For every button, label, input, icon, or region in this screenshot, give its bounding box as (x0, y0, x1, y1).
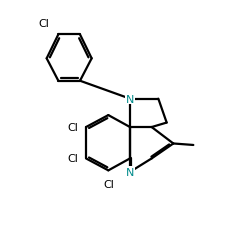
Text: Cl: Cl (38, 18, 49, 28)
Text: Cl: Cl (103, 180, 114, 190)
Text: N: N (126, 94, 134, 104)
Text: N: N (126, 167, 134, 177)
Text: Cl: Cl (67, 122, 78, 132)
Text: Cl: Cl (67, 154, 78, 164)
